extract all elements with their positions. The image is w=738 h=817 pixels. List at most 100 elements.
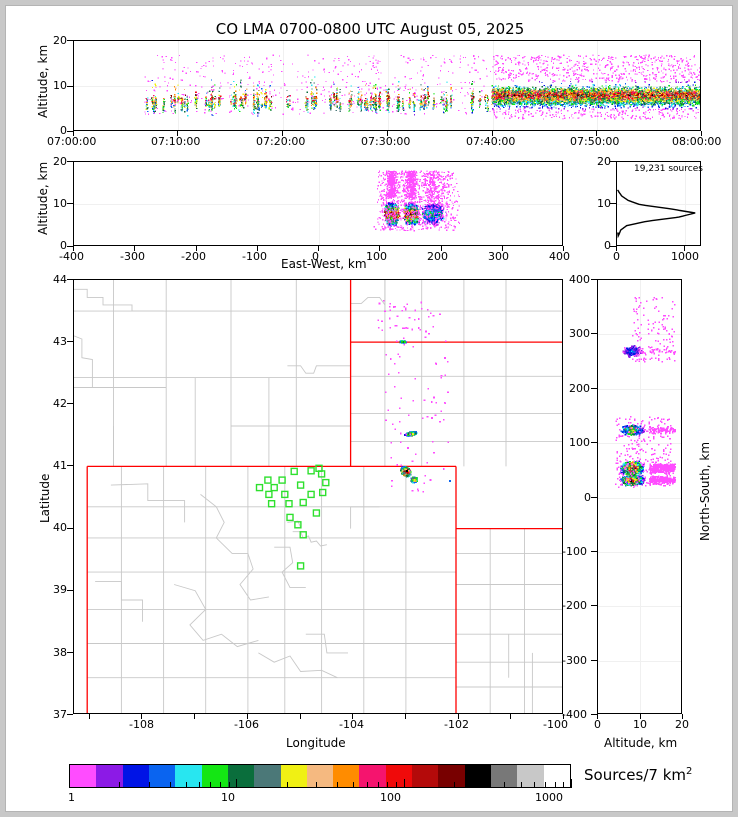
axis-tick	[684, 246, 685, 251]
axis-tick	[89, 714, 90, 719]
xtick-ew-2: -200	[181, 250, 206, 263]
lma-station-marker	[318, 488, 327, 497]
lma-station-marker	[296, 562, 305, 570]
east-west-panel	[73, 161, 563, 246]
xtick-ns-10: 10	[633, 718, 647, 731]
gridline-ns-alt10	[640, 280, 641, 713]
axis-tick	[177, 131, 178, 136]
lma-station-marker	[299, 531, 307, 539]
ylabel-time-height: Altitude, km	[36, 45, 50, 118]
axis-tick	[591, 497, 597, 498]
axis-tick	[563, 246, 564, 251]
ytick-hist-10: 10	[597, 197, 611, 210]
gridline-ns-200	[598, 389, 681, 390]
xtick-th-4: 07:40:00	[466, 135, 515, 148]
axis-tick	[492, 131, 493, 136]
axis-tick	[682, 714, 683, 719]
xtick-ns-20: 20	[675, 718, 689, 731]
xtick-th-0: 07:00:00	[47, 135, 96, 148]
axis-tick	[67, 528, 73, 529]
time-height-scatter	[144, 54, 700, 120]
colorbar-tick-mark	[534, 782, 535, 788]
axis-tick	[141, 714, 142, 719]
axis-tick	[194, 714, 195, 719]
lma-station-marker	[294, 521, 302, 529]
colorbar[interactable]	[69, 764, 571, 788]
map-geography	[74, 280, 562, 713]
colorbar-segment	[412, 765, 439, 787]
colorbar-segment	[359, 765, 386, 787]
colorbar-segment	[464, 765, 491, 787]
colorbar-tick-10: 10	[221, 791, 235, 804]
ylabel-map: Latitude	[38, 474, 52, 523]
colorbar-segment	[280, 765, 307, 787]
lma-station-marker	[315, 464, 323, 473]
colorbar-label-text: Sources/7 km	[584, 766, 686, 784]
gridline-hist-1000	[685, 162, 686, 245]
axis-tick	[640, 714, 641, 719]
xtick-th-2: 07:20:00	[256, 135, 305, 148]
ytick-map-43: 43	[53, 335, 67, 348]
ytick-map-38: 38	[53, 646, 67, 659]
axis-tick	[563, 714, 564, 719]
lma-station-marker	[278, 476, 286, 484]
ytick-hist-0: 0	[604, 239, 611, 252]
colorbar-segment	[201, 765, 228, 787]
lma-station-marker	[281, 490, 289, 499]
xtick-map-2: -106	[234, 718, 259, 731]
xtick-hist-1000: 1000	[671, 250, 699, 263]
colorbar-label: Sources/7 km2	[584, 766, 692, 784]
ylabel-north-south: North-South, km	[698, 442, 712, 541]
xtick-ew-7: 300	[488, 250, 509, 263]
colorbar-segment	[517, 765, 544, 787]
lma-station-marker	[285, 499, 293, 508]
colorbar-tick-mark	[220, 782, 221, 788]
axis-tick	[458, 714, 459, 719]
axis-tick	[67, 652, 73, 653]
axis-tick	[73, 131, 74, 136]
lma-station-marker	[299, 498, 307, 507]
lma-station-marker	[307, 490, 315, 499]
colorbar-tick-mark	[337, 782, 338, 788]
axis-tick	[67, 131, 73, 132]
axis-tick	[67, 161, 73, 162]
axis-tick	[318, 246, 319, 251]
axis-tick	[67, 40, 73, 41]
colorbar-tick-mark	[396, 782, 397, 788]
xtick-th-1: 07:10:00	[151, 135, 200, 148]
ytick-ew-20: 20	[53, 155, 67, 168]
colorbar-tick-mark	[287, 782, 288, 788]
ytick-ns-100: 100	[569, 436, 590, 449]
colorbar-segment	[333, 765, 360, 787]
colorbar-segment	[148, 765, 176, 787]
axis-tick	[352, 714, 353, 719]
lma-station-marker	[286, 513, 294, 522]
colorbar-tick-mark	[149, 782, 150, 788]
colorbar-tick-mark	[387, 782, 388, 788]
colorbar-gradient	[70, 765, 570, 787]
colorbar-tick-1: 1	[68, 791, 75, 804]
ylabel-east-west: Altitude, km	[36, 162, 50, 235]
axis-tick	[67, 714, 73, 715]
lma-station-marker	[290, 467, 298, 476]
source-count-annotation: 19,231 sources	[634, 164, 703, 174]
axis-tick	[405, 714, 406, 719]
colorbar-tick-mark	[119, 782, 120, 788]
lma-station-marker	[322, 478, 330, 487]
colorbar-tick-mark	[378, 782, 379, 788]
lma-station-marker	[296, 481, 305, 489]
ytick-ew-0: 0	[60, 239, 67, 252]
axis-tick	[282, 131, 283, 136]
ytick-ns-n300: -300	[562, 654, 587, 667]
ytick-ns-300: 300	[569, 327, 590, 340]
lma-station-marker	[270, 483, 278, 492]
colorbar-segment	[96, 765, 123, 787]
colorbar-tick-mark	[484, 782, 485, 788]
colorbar-tick-mark	[454, 782, 455, 788]
axis-tick	[591, 333, 597, 334]
gridline-ns-300	[598, 334, 681, 335]
lma-station-marker	[312, 509, 321, 517]
xtick-map-5: -100	[543, 718, 568, 731]
xtick-ew-0: -400	[59, 250, 84, 263]
axis-tick	[257, 246, 258, 251]
